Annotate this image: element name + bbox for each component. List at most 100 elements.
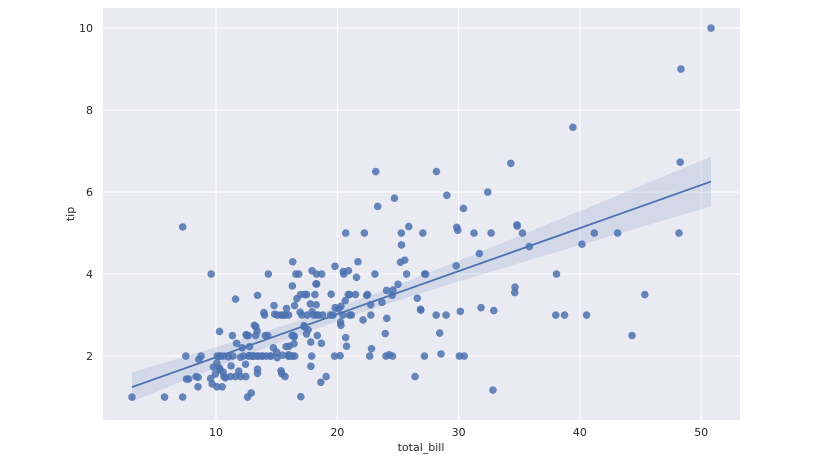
x-axis-label: total_bill	[398, 441, 445, 454]
data-point	[551, 311, 560, 319]
data-point	[437, 350, 445, 358]
data-point	[261, 331, 270, 340]
data-point	[613, 229, 622, 237]
data-point	[293, 294, 301, 303]
data-point	[456, 307, 465, 316]
data-point	[477, 303, 485, 312]
data-point	[279, 311, 287, 319]
y-tick-labels: 2 4 6 8 10	[79, 22, 93, 363]
y-tick-label: 8	[86, 104, 93, 117]
data-point	[303, 311, 311, 319]
data-point	[390, 194, 399, 203]
data-point	[475, 249, 484, 258]
data-point	[518, 229, 527, 237]
data-point	[506, 159, 515, 168]
data-point	[341, 333, 350, 342]
data-point	[381, 329, 390, 338]
data-point	[266, 352, 275, 360]
data-point	[402, 270, 411, 278]
data-point	[707, 24, 715, 32]
data-point	[281, 372, 289, 381]
data-point	[336, 351, 344, 360]
data-point	[241, 360, 250, 369]
data-point	[342, 342, 351, 351]
data-point	[252, 322, 260, 331]
data-point	[628, 331, 636, 340]
data-point	[231, 295, 240, 303]
data-point	[317, 339, 326, 348]
data-point	[232, 339, 241, 348]
data-point	[192, 372, 200, 381]
data-point	[582, 311, 591, 319]
data-point	[302, 290, 311, 299]
data-point	[297, 392, 305, 401]
data-point	[560, 311, 569, 319]
data-point	[160, 393, 169, 401]
data-point	[128, 393, 136, 401]
data-point	[312, 301, 321, 309]
data-point	[432, 167, 441, 176]
data-point	[306, 338, 315, 346]
data-point	[351, 290, 360, 299]
data-point	[331, 262, 339, 271]
data-point	[288, 282, 297, 290]
plot-background	[103, 8, 740, 420]
data-point	[367, 344, 376, 353]
data-point	[452, 262, 460, 270]
data-point	[277, 367, 285, 375]
data-point	[677, 65, 685, 73]
data-point	[455, 352, 464, 360]
data-point	[219, 368, 227, 376]
data-point	[352, 273, 361, 282]
data-point	[239, 352, 248, 360]
data-point	[394, 280, 402, 289]
data-point	[396, 258, 405, 266]
data-point	[452, 223, 461, 232]
y-tick-label: 6	[86, 186, 93, 199]
data-point	[413, 294, 422, 303]
x-tick-label: 50	[694, 426, 708, 439]
data-point	[365, 352, 374, 360]
data-point	[317, 378, 325, 387]
data-point	[242, 372, 250, 381]
data-point	[231, 372, 240, 381]
data-point	[288, 331, 296, 340]
data-point	[278, 351, 287, 360]
data-point	[322, 372, 330, 381]
x-tick-label: 40	[573, 426, 587, 439]
data-point	[470, 229, 478, 237]
data-point	[207, 270, 215, 278]
data-point	[489, 386, 497, 394]
x-tick-label: 10	[209, 426, 223, 439]
data-point	[313, 331, 322, 340]
data-point	[312, 270, 321, 278]
data-point	[264, 270, 273, 278]
data-point	[675, 229, 683, 237]
y-tick-label: 4	[86, 268, 93, 281]
data-point	[336, 318, 345, 326]
data-point	[287, 352, 296, 360]
data-point	[317, 270, 326, 278]
data-point	[306, 300, 315, 308]
data-point	[218, 382, 227, 391]
data-point	[182, 352, 190, 360]
data-point	[221, 373, 230, 382]
data-point	[209, 363, 218, 371]
data-point	[297, 311, 306, 319]
data-point	[510, 288, 519, 297]
data-point	[354, 257, 362, 266]
data-point	[443, 191, 451, 200]
data-point	[378, 298, 386, 307]
data-point	[243, 393, 252, 401]
data-point	[578, 240, 586, 248]
data-point	[339, 270, 348, 278]
data-point	[383, 314, 391, 323]
data-point	[211, 370, 220, 378]
data-point	[421, 270, 430, 278]
y-axis-label: tip	[64, 207, 77, 221]
y-tick-label: 2	[86, 350, 93, 363]
x-tick-label: 20	[330, 426, 344, 439]
data-point	[419, 229, 427, 237]
data-point	[432, 311, 440, 319]
data-point	[195, 355, 203, 364]
